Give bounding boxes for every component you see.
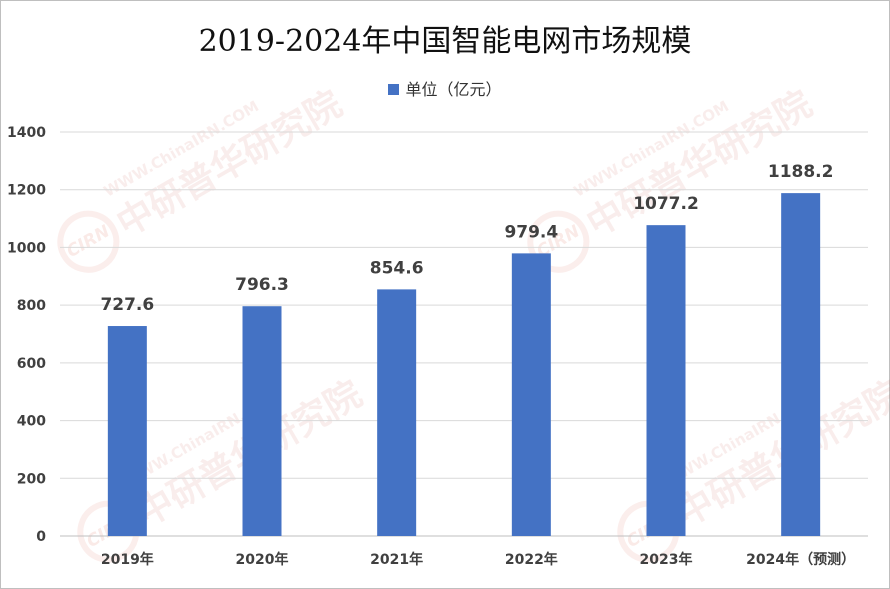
y-tick-label: 800 <box>17 298 46 314</box>
x-tick-label: 2020年 <box>236 551 289 568</box>
y-tick-label: 1000 <box>7 240 46 256</box>
data-label: 727.6 <box>100 295 154 315</box>
y-tick-label: 0 <box>36 529 46 545</box>
x-tick-label: 2022年 <box>505 551 558 568</box>
data-label: 854.6 <box>370 258 424 278</box>
data-label: 796.3 <box>235 275 289 295</box>
y-tick-label: 200 <box>17 471 46 487</box>
chart-title: 2019-2024年中国智能电网市场规模 <box>198 24 692 59</box>
data-label: 1188.2 <box>768 162 834 182</box>
y-tick-label: 1400 <box>7 125 46 141</box>
bar <box>377 289 417 536</box>
y-tick-label: 600 <box>17 356 46 372</box>
bar <box>646 225 686 536</box>
x-tick-label: 2021年 <box>370 551 423 568</box>
x-tick-label: 2019年 <box>101 551 154 568</box>
x-tick-label: 2023年 <box>640 551 693 568</box>
bar <box>511 253 551 536</box>
bar <box>242 306 282 536</box>
data-label: 1077.2 <box>633 194 699 214</box>
bar <box>107 326 147 536</box>
legend-swatch <box>388 84 400 95</box>
bar <box>781 193 821 536</box>
y-tick-label: 1200 <box>7 183 46 199</box>
legend-label: 单位（亿元） <box>405 80 502 99</box>
x-tick-label: 2024年（预测） <box>746 551 855 568</box>
data-label: 979.4 <box>504 222 558 242</box>
chart-legend: 单位（亿元） <box>0 76 890 100</box>
y-tick-label: 400 <box>17 414 46 430</box>
